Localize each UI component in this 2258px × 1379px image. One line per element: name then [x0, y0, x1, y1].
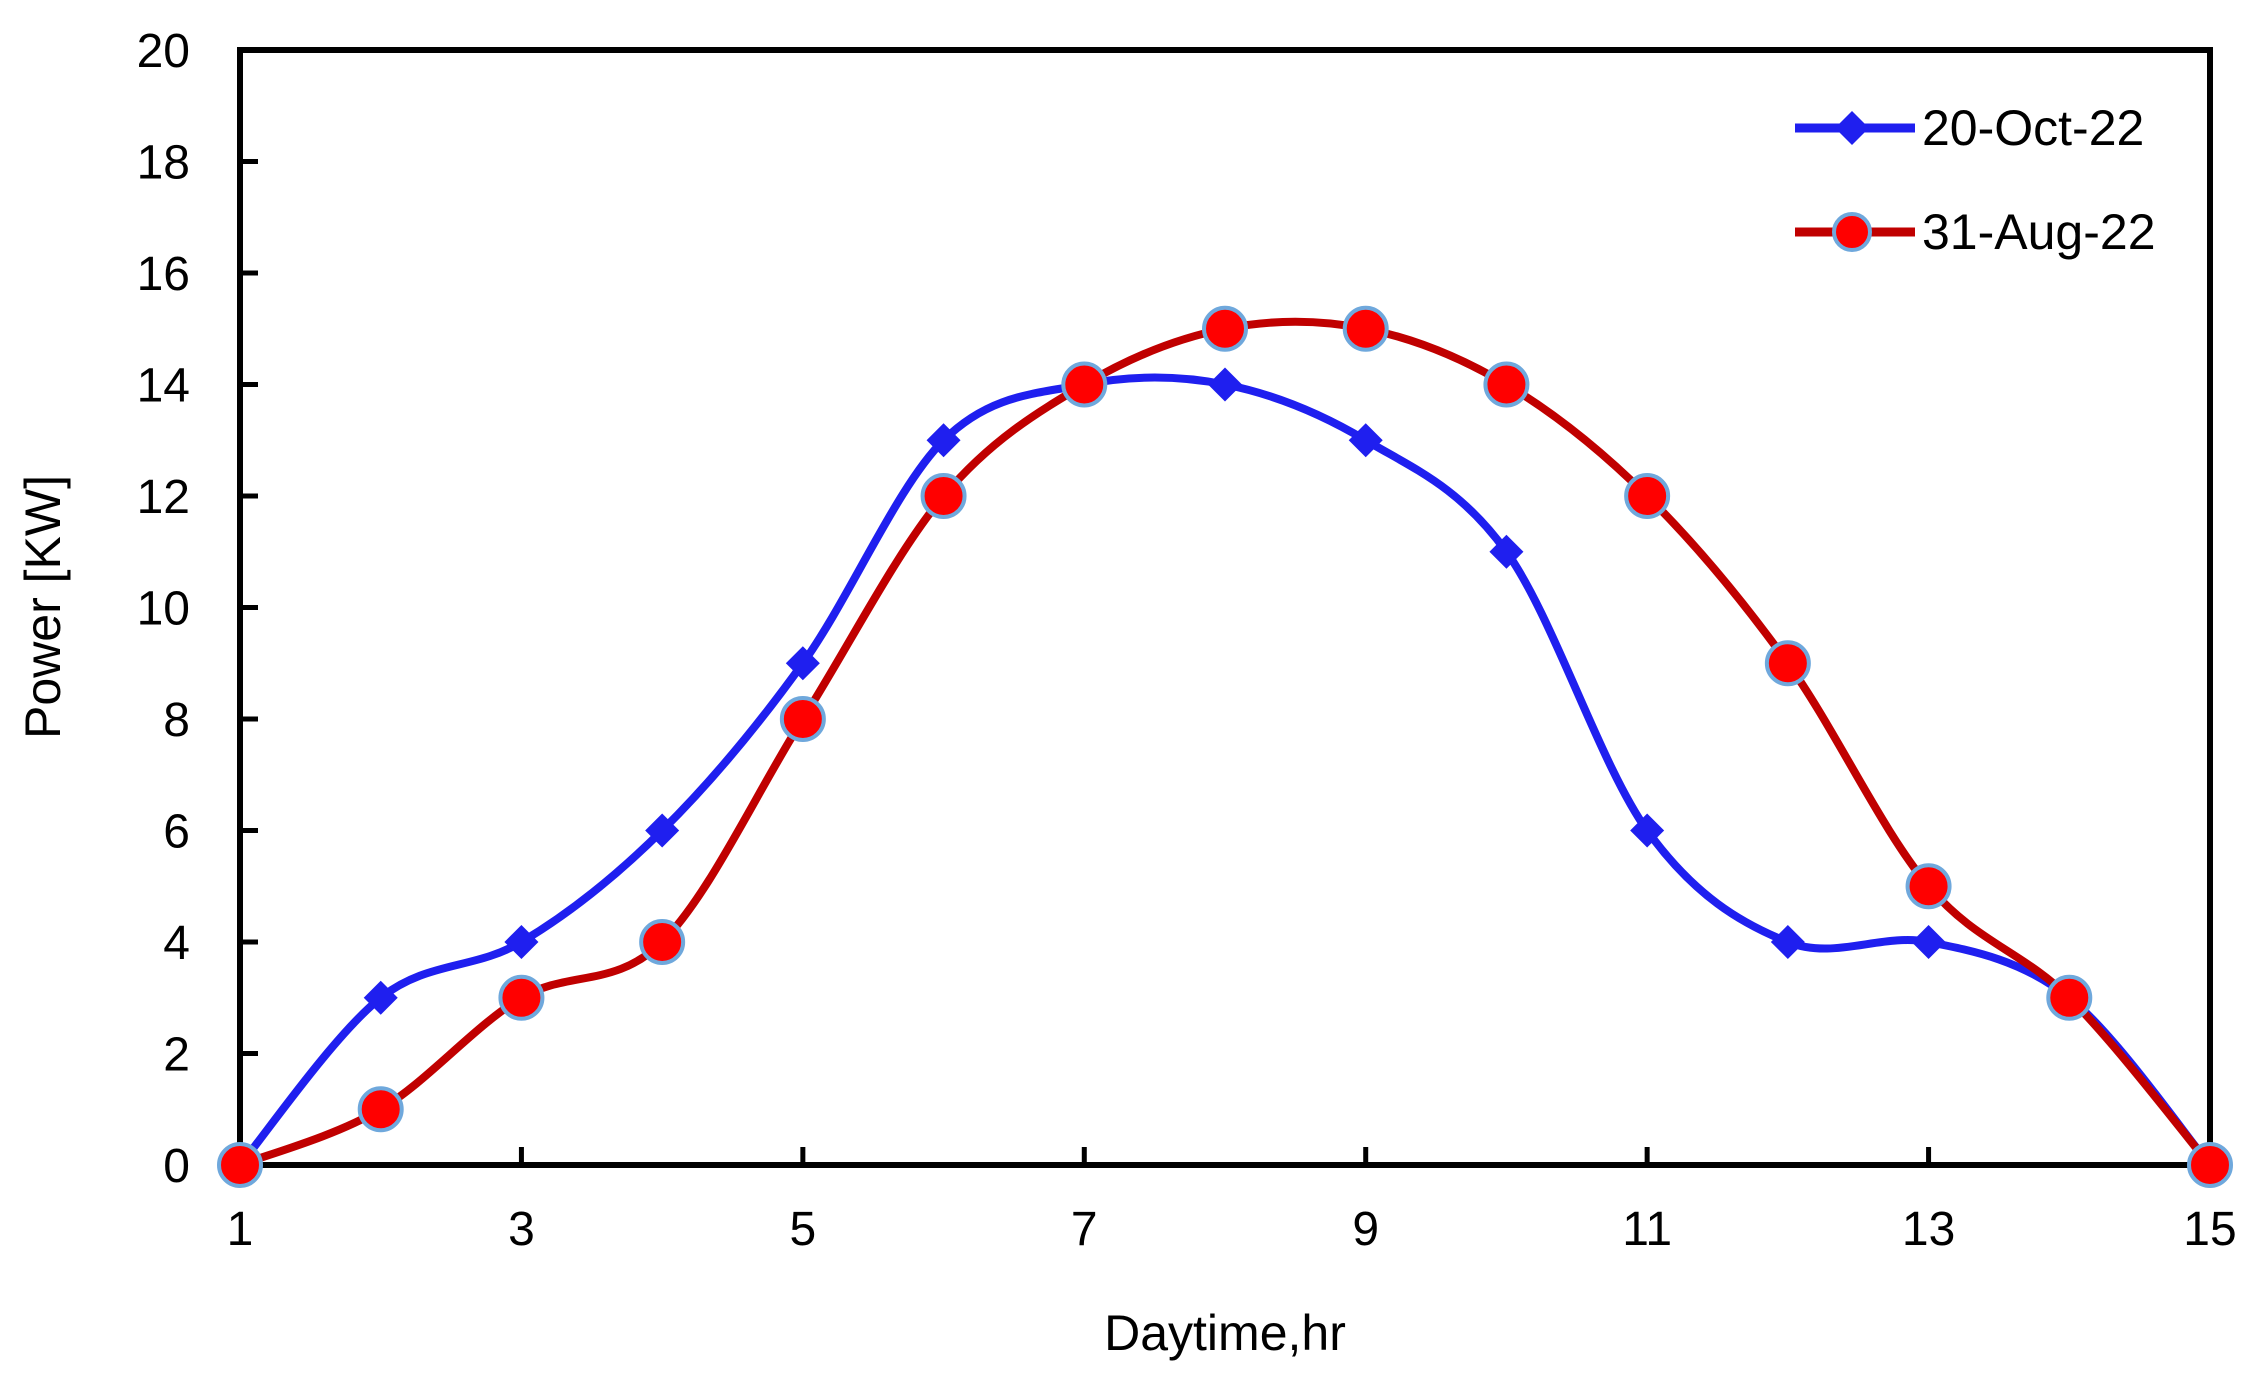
x-tick-label: 13	[1902, 1203, 1955, 1256]
data-point-circle	[2187, 1142, 2233, 1188]
y-tick-label: 20	[137, 25, 190, 78]
data-point-diamond	[645, 813, 680, 848]
x-tick-label: 1	[227, 1203, 254, 1256]
data-point-diamond	[1489, 534, 1524, 569]
data-point-circle	[357, 1086, 404, 1133]
data-point-diamond	[1630, 813, 1665, 848]
data-point-circle	[1483, 361, 1530, 408]
y-tick-label: 14	[137, 360, 190, 413]
data-point-diamond	[785, 646, 820, 681]
data-point-diamond	[1208, 367, 1242, 402]
legend-label-aug: 31-Aug-22	[1922, 204, 2156, 260]
data-point-circle	[779, 696, 826, 742]
data-point-circle	[1202, 305, 1248, 352]
y-tick-label: 6	[163, 806, 190, 859]
y-tick-label: 12	[137, 471, 190, 524]
data-point-circle	[639, 919, 686, 965]
data-point-diamond	[363, 980, 398, 1015]
x-tick-label: 7	[1071, 1203, 1098, 1256]
y-tick-label: 18	[137, 137, 190, 190]
data-point-diamond	[1770, 925, 1805, 959]
x-tick-label: 15	[2183, 1203, 2236, 1256]
legend-circle-marker	[1832, 212, 1872, 252]
data-point-diamond	[504, 925, 539, 959]
data-point-diamond	[1911, 925, 1946, 959]
legend-diamond-marker	[1835, 111, 1869, 145]
data-point-circle	[1764, 640, 1811, 687]
y-axis-title: Power [KW]	[15, 475, 71, 739]
data-point-diamond	[926, 423, 961, 458]
data-point-circle	[1624, 473, 1671, 519]
series-line-0	[236, 373, 2214, 1168]
y-tick-label: 4	[163, 917, 190, 970]
series-line-1	[238, 317, 2214, 1169]
data-point-circle	[217, 1142, 263, 1188]
y-axis: 0 2 4 6 8 10 12 14 16 18 20	[137, 25, 258, 1193]
x-tick-label: 5	[790, 1203, 817, 1256]
data-point-diamond	[1348, 423, 1383, 458]
x-axis: 1 3 5 7 9 11 13 15	[227, 1147, 2237, 1256]
x-axis-title: Daytime,hr	[1104, 1305, 1346, 1361]
x-tick-label: 9	[1352, 1203, 1379, 1256]
data-point-circle	[498, 974, 545, 1021]
series-layer	[217, 305, 2233, 1188]
y-tick-label: 0	[163, 1140, 190, 1193]
data-point-circle	[2046, 974, 2093, 1021]
data-point-circle	[1905, 863, 1952, 910]
y-tick-label: 16	[137, 248, 190, 301]
data-point-circle	[1061, 361, 1108, 408]
x-tick-label: 3	[508, 1203, 535, 1256]
y-tick-label: 2	[163, 1029, 190, 1082]
legend-label-oct: 20-Oct-22	[1922, 100, 2144, 156]
legend: 20-Oct-22 31-Aug-22	[1795, 100, 2156, 260]
x-tick-label: 11	[1622, 1203, 1672, 1256]
data-point-circle	[1342, 305, 1389, 352]
data-point-circle	[920, 473, 967, 519]
y-tick-label: 8	[163, 694, 190, 747]
y-tick-label: 10	[137, 583, 190, 636]
